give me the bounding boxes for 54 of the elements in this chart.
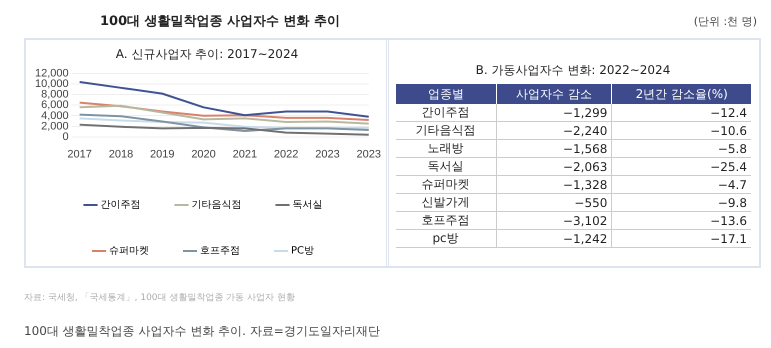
category-label: 간이주점 (396, 104, 496, 122)
chart-title: 100대 생활밀착업종 사업자수 변화 추이 (100, 13, 340, 30)
data-label: −17.1 (612, 230, 751, 248)
text: 2년간 감소율(%) (612, 84, 751, 104)
data-label: −3,102 (496, 212, 612, 230)
y-tick-label: 0 (62, 130, 69, 143)
x-tick-label: 2018 (108, 148, 134, 160)
data-label: −13.6 (612, 212, 751, 230)
y-tick-label: 6,000 (41, 99, 69, 112)
data-label: −2,240 (496, 122, 612, 140)
text: 업종별 (396, 84, 496, 104)
data-label: −1,328 (496, 176, 612, 194)
data-label: −1,299 (496, 104, 612, 122)
legend-label: 간이주점 (100, 200, 140, 211)
y-tick-label: 4,000 (41, 110, 69, 122)
category-label: 독서실 (396, 158, 496, 176)
y-tick-label: 12,000 (34, 68, 69, 80)
text: B. 가동사업자수 변화: 2022~2024 (474, 62, 672, 79)
category-label: pc방 (396, 230, 496, 248)
data-label: −1,242 (496, 230, 612, 248)
data-label: −10.6 (612, 122, 751, 140)
data-label: −5.8 (612, 140, 751, 158)
legend-label: PC방 (290, 246, 314, 257)
y-tick-label: 2,000 (41, 120, 69, 132)
category-label: 슈퍼마켓 (396, 176, 496, 194)
legend-label: 독서실 (292, 200, 322, 211)
data-label: −2,063 (496, 158, 612, 176)
category-label: 기타음식점 (396, 122, 496, 140)
x-tick-label: 2019 (150, 148, 174, 160)
data-label: −12.4 (612, 104, 751, 122)
data-label: −9.8 (612, 194, 751, 212)
legend-label: 호프주점 (200, 246, 240, 257)
data-label: −4.7 (612, 176, 751, 194)
text: 100대 생활밀착업종 사업자수 변화 추이. 자료=경기도일자리재단 (24, 323, 380, 340)
legend-label: 슈퍼마켓 (108, 246, 149, 257)
data-label: −25.4 (612, 158, 751, 176)
y-tick-label: 8,000 (41, 88, 69, 101)
data-label: −550 (496, 194, 612, 212)
x-tick-label: 2022 (274, 148, 298, 160)
y-tick-label: 10,000 (34, 78, 69, 90)
data-label: −1,568 (496, 140, 612, 158)
text: 자료: 국세청, 「국세통계」, 100대 생활밀착업종 가동 사업자 현황 (24, 292, 295, 304)
x-tick-label: 2021 (232, 148, 258, 160)
category-label: 노래방 (396, 140, 496, 158)
x-tick-label: 2020 (191, 148, 216, 160)
legend-label: 기타음식점 (192, 200, 242, 211)
chart-subtitle: A. 신규사업자 추이: 2017~2024 (114, 46, 300, 63)
text: (단위 :천 명) (694, 14, 757, 29)
x-tick-label: 2017 (67, 148, 92, 160)
x-tick-label: 2023 (356, 148, 382, 160)
category-label: 호프주점 (396, 212, 496, 230)
x-tick-label: 2023 (315, 148, 340, 160)
text: 사업자수 감소 (496, 84, 612, 104)
category-label: 신발가게 (396, 194, 496, 212)
